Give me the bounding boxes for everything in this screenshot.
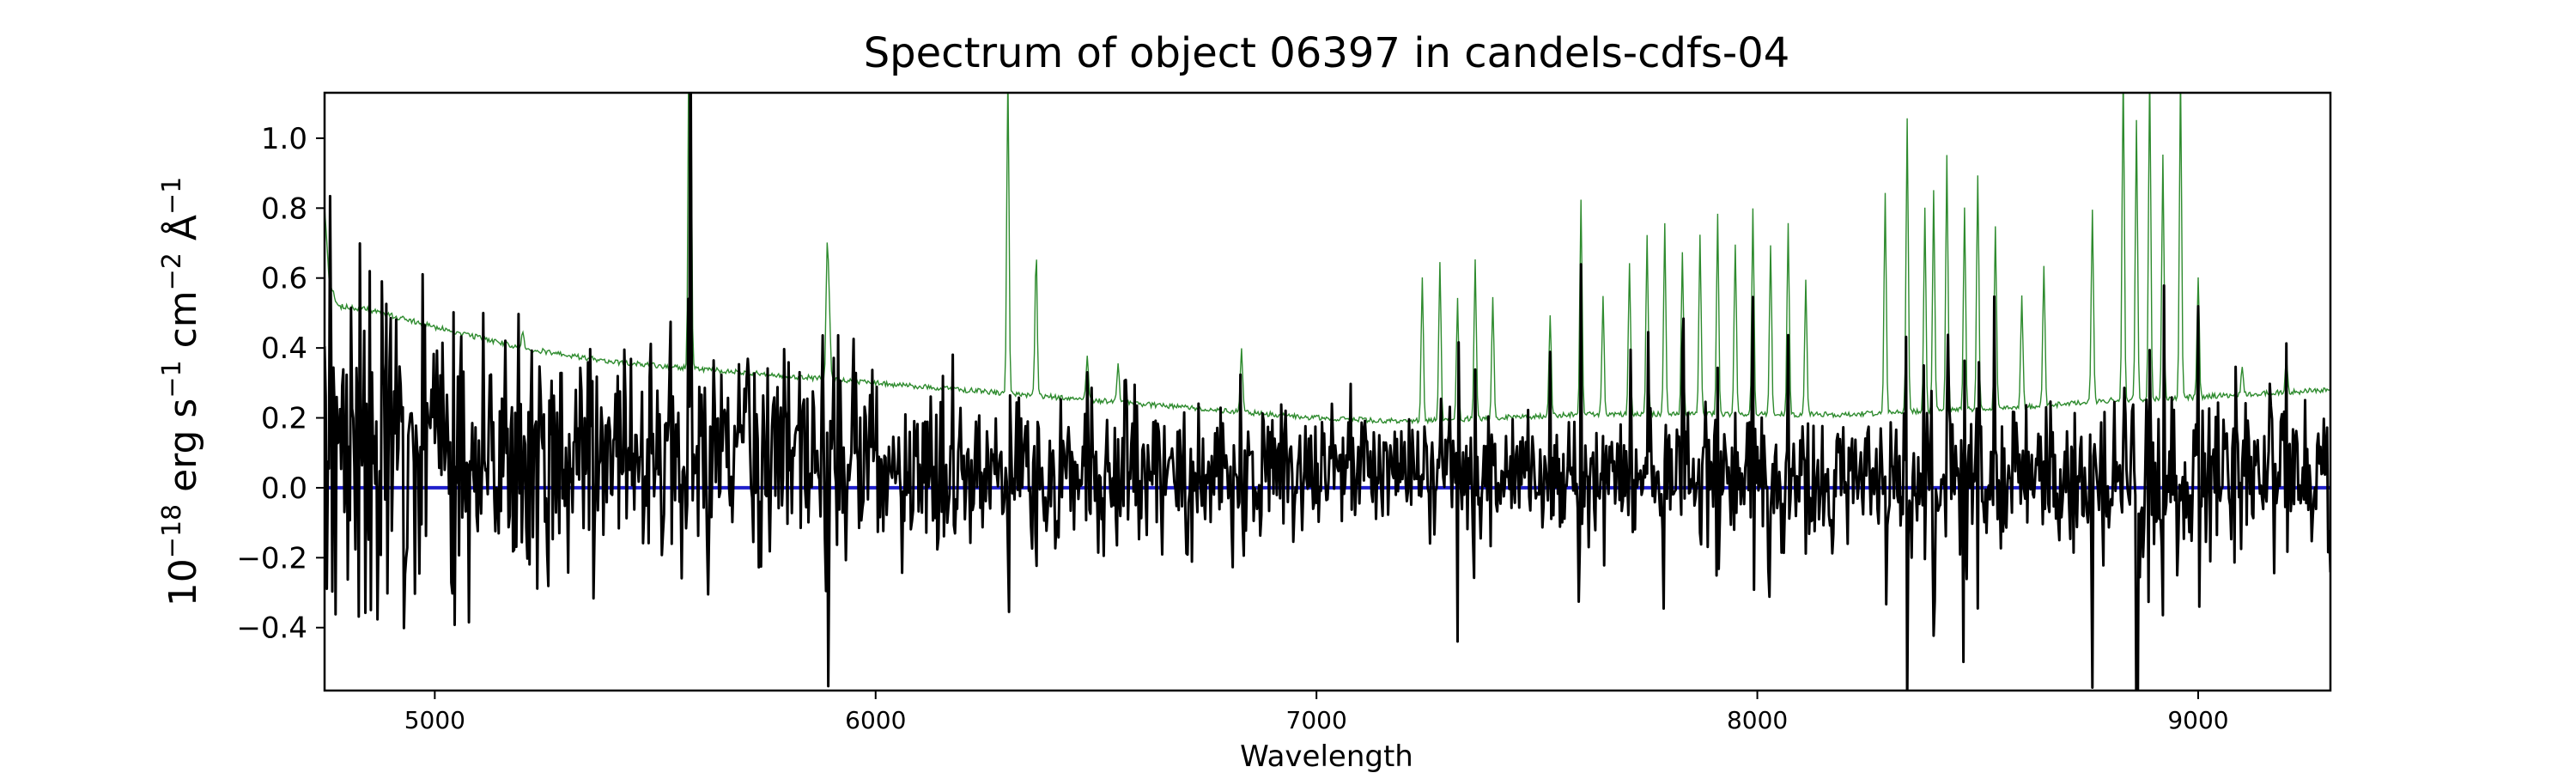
y-label-exp4: −1	[157, 177, 187, 215]
y-label-unit1: erg s	[161, 399, 205, 504]
x-axis-label: Wavelength	[1240, 740, 1413, 773]
x-tick-label: 6000	[845, 706, 906, 734]
y-tick-label: 0.6	[261, 262, 307, 296]
y-label-unit2: cm	[161, 290, 205, 360]
flux-series-line	[325, 93, 2330, 691]
x-axis: 5000 6000 7000 8000 9000	[404, 691, 2229, 734]
y-axis: −0.4 −0.2 0.0 0.2 0.4 0.6 0.8 1.0	[236, 122, 325, 646]
plot-frame	[323, 91, 2332, 692]
chart-title: Spectrum of object 06397 in candels-cdfs…	[864, 29, 1790, 77]
x-tick-label: 8000	[1727, 706, 1788, 734]
y-tick-label: 0.2	[261, 402, 307, 436]
y-label-exp3: −2	[157, 253, 187, 290]
y-tick-label: 0.8	[261, 192, 307, 226]
x-tick-label: 9000	[2167, 706, 2228, 734]
plot-area	[325, 93, 2330, 691]
x-tick-label: 7000	[1286, 706, 1347, 734]
y-tick-label: 0.4	[261, 332, 307, 366]
x-tick-label: 5000	[404, 706, 465, 734]
y-label-exp2: −1	[157, 360, 187, 398]
y-tick-label: 0.0	[261, 472, 307, 506]
y-tick-label: −0.4	[236, 612, 307, 646]
noise-series-line	[325, 93, 2330, 425]
y-tick-label: 1.0	[261, 122, 307, 156]
y-axis-label: 10−18 erg s−1 cm−2 Å−1	[157, 177, 205, 606]
y-label-exp1: −18	[157, 504, 187, 558]
y-label-base: 10	[161, 558, 205, 606]
y-tick-label: −0.2	[236, 541, 307, 575]
y-label-unit3: Å	[160, 215, 205, 253]
